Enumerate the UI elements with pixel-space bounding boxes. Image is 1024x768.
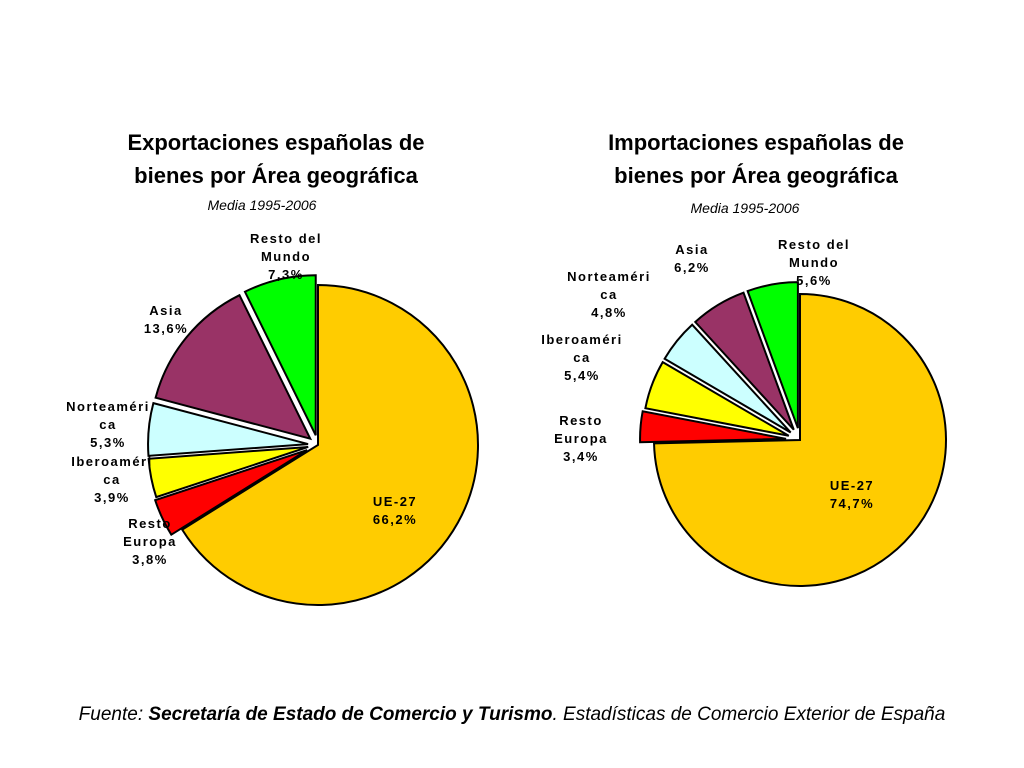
pie-chart-exportaciones: Exportaciones españolas de bienes por Áre… (66, 130, 479, 606)
slice-percent: 3,9% (94, 490, 130, 505)
slice-name: Resto (559, 413, 603, 428)
slice-percent: 5,6% (796, 273, 832, 288)
slice-label: UE-27 74,7% (830, 478, 874, 511)
slice-label: Norteaméri ca 4,8% (567, 269, 651, 320)
slice-label: Resto del Mundo 7,3% (250, 231, 322, 282)
slice-name: ca (573, 350, 590, 365)
slice-name: Iberoaméri (71, 454, 152, 469)
slice-label: Iberoaméri ca 5,4% (541, 332, 622, 383)
footer-source: Secretaría de Estado de Comercio y Turis… (148, 704, 553, 725)
chart-title-line: bienes por Área geográfica (134, 163, 418, 188)
chart-title-line: Importaciones españolas de (608, 130, 904, 155)
slice-percent: 3,4% (563, 449, 599, 464)
slice-label: Norteaméri ca 5,3% (66, 399, 150, 450)
slice-name: ca (99, 417, 116, 432)
chart-subtitle: Media 1995-2006 (691, 200, 800, 216)
source-footer: Fuente: Secretaría de Estado de Comercio… (0, 704, 1024, 726)
pie-chart-importaciones: Importaciones españolas de bienes por Áre… (541, 130, 947, 587)
footer-prefix: Fuente: (78, 704, 149, 725)
slice-label: Asia 6,2% (674, 242, 710, 275)
slice-percent: 5,4% (564, 368, 600, 383)
slice-label: Asia 13,6% (144, 303, 188, 336)
slice-percent: 3,8% (132, 552, 168, 567)
slice-name: Iberoaméri (541, 332, 622, 347)
pie-slice (243, 274, 317, 436)
pie-slice (147, 445, 309, 499)
slice-name: Asia (675, 242, 708, 257)
pie-slice (653, 292, 947, 587)
pie-slice (180, 283, 479, 606)
slice-percent: 4,8% (591, 305, 627, 320)
pie-slice (153, 449, 308, 537)
chart-subtitle: Media 1995-2006 (208, 197, 317, 213)
slice-label: Resto Europa 3,4% (554, 413, 608, 464)
slice-name: Mundo (261, 249, 311, 264)
slice-name: Resto del (250, 231, 322, 246)
slice-percent: 74,7% (830, 496, 874, 511)
pie-slice (746, 281, 799, 429)
slice-name: Resto del (778, 237, 850, 252)
slice-name: UE-27 (830, 478, 874, 493)
slice-percent: 5,3% (90, 435, 126, 450)
slice-name: Europa (123, 534, 177, 549)
pie-slice (693, 291, 795, 431)
slice-percent: 6,2% (674, 260, 710, 275)
pie-slice (644, 360, 790, 437)
slice-name: Mundo (789, 255, 839, 270)
slice-label: Resto Europa 3,8% (123, 516, 177, 567)
slice-label: Iberoaméri ca 3,9% (71, 454, 152, 505)
pie-slice (639, 410, 787, 444)
chart-title-line: bienes por Área geográfica (614, 163, 898, 188)
slice-name: Asia (149, 303, 182, 318)
slice-name: ca (103, 472, 120, 487)
slice-percent: 13,6% (144, 321, 188, 336)
pie-slice (154, 293, 313, 441)
pie-slice (147, 401, 309, 457)
slice-percent: 66,2% (373, 512, 417, 527)
slice-name: UE-27 (373, 494, 417, 509)
slice-name: Norteaméri (66, 399, 150, 414)
slice-name: Norteaméri (567, 269, 651, 284)
footer-suffix: . Estadísticas de Comercio Exterior de E… (552, 704, 946, 725)
slice-name: Resto (128, 516, 172, 531)
pie-slice (663, 323, 792, 434)
slice-label: UE-27 66,2% (373, 494, 417, 527)
chart-title-line: Exportaciones españolas de (127, 130, 424, 155)
slice-percent: 7,3% (268, 267, 304, 282)
slice-name: Europa (554, 431, 608, 446)
slice-name: ca (600, 287, 617, 302)
slice-label: Resto del Mundo 5,6% (778, 237, 850, 288)
